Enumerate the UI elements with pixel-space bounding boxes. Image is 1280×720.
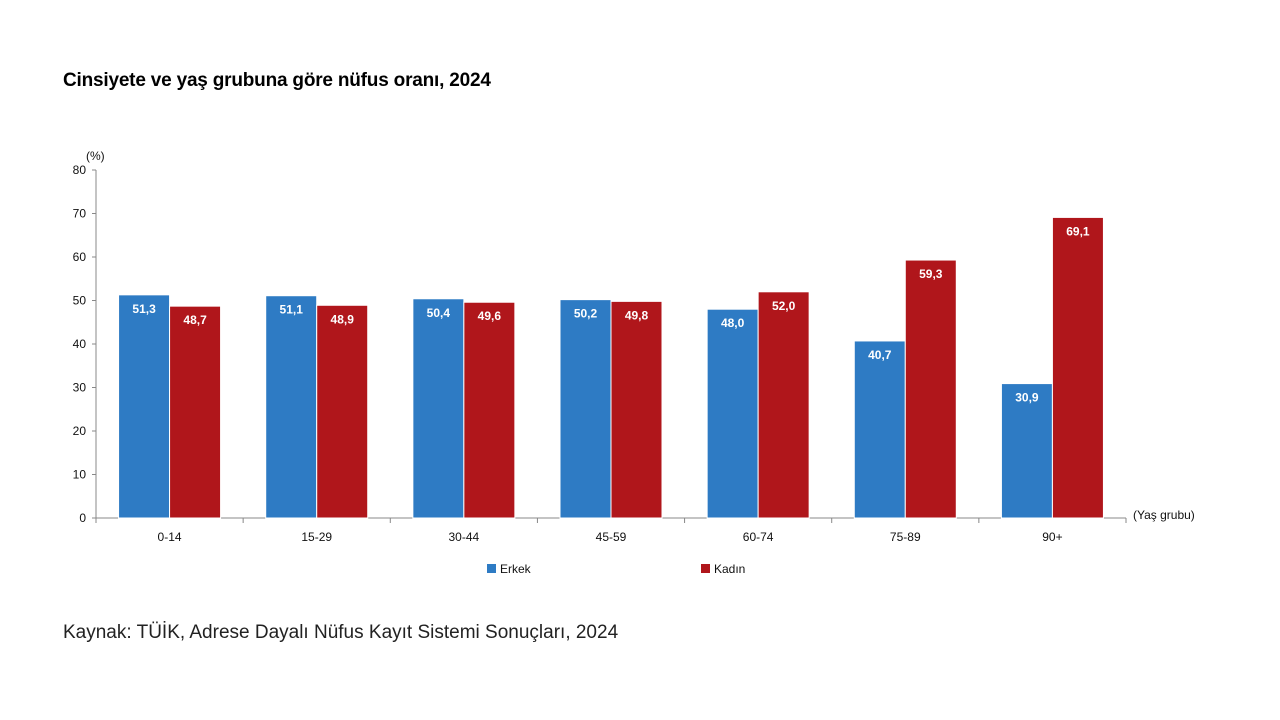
x-tick-label: 0-14	[158, 530, 182, 544]
x-tick-label: 90+	[1042, 530, 1062, 544]
bar-value-label: 48,0	[721, 316, 745, 330]
bar-value-label: 59,3	[919, 267, 943, 281]
bar-erkek	[265, 295, 318, 519]
bar-kadın	[316, 304, 369, 519]
bar-value-label: 51,3	[132, 302, 156, 316]
y-axis-unit-label: (%)	[86, 149, 105, 163]
y-tick-label: 20	[73, 424, 87, 438]
legend-label-kadın: Kadın	[714, 562, 745, 576]
bars-group: 51,3 51,1 50,4 50,2 48,0 40,7 30,9 48,7 48,9 49,6…	[118, 216, 1104, 519]
x-tick-label: 45-59	[596, 530, 627, 544]
bar-kadın	[904, 259, 957, 519]
bar-value-label: 51,1	[280, 303, 304, 317]
bar-erkek	[559, 299, 612, 519]
bar-value-label: 30,9	[1015, 391, 1039, 405]
bar-value-label: 69,1	[1066, 224, 1090, 238]
y-tick-label: 10	[73, 468, 87, 482]
x-tick-label: 30-44	[449, 530, 480, 544]
bar-value-label: 48,9	[331, 312, 355, 326]
legend: Erkek Kadın	[487, 562, 745, 576]
y-tick-label: 80	[73, 163, 87, 177]
bar-kadın	[1051, 216, 1104, 519]
bar-kadın	[757, 291, 810, 519]
x-tick-label: 75-89	[890, 530, 921, 544]
bar-erkek	[706, 308, 759, 519]
legend-swatch-kadın	[701, 564, 710, 573]
source-note: Kaynak: TÜİK, Adrese Dayalı Nüfus Kayıt …	[63, 622, 619, 643]
bar-value-label: 50,4	[427, 306, 451, 320]
bar-kadın	[610, 300, 663, 519]
y-tick-label: 50	[73, 294, 87, 308]
bar-erkek	[853, 340, 906, 519]
x-axis-unit-label: (Yaş grubu)	[1133, 508, 1195, 522]
y-tick-label: 30	[73, 381, 87, 395]
bar-kadın	[169, 305, 222, 519]
x-tick-label: 60-74	[743, 530, 774, 544]
bar-erkek	[118, 294, 171, 519]
legend-swatch-erkek	[487, 564, 496, 573]
y-tick-label: 60	[73, 250, 87, 264]
y-axis: 0 10 20 30 40 50 60 70 80(%)	[73, 149, 105, 525]
bar-value-label: 48,7	[183, 313, 207, 327]
bar-value-label: 49,8	[625, 308, 649, 322]
y-tick-label: 0	[79, 511, 86, 525]
x-tick-label: 15-29	[301, 530, 332, 544]
bar-erkek	[412, 298, 465, 519]
y-tick-label: 40	[73, 337, 87, 351]
bar-value-label: 40,7	[868, 348, 892, 362]
bar-value-label: 49,6	[478, 309, 502, 323]
bar-kadın	[463, 301, 516, 519]
bar-erkek	[1000, 383, 1053, 519]
y-tick-label: 70	[73, 207, 87, 221]
bar-value-label: 52,0	[772, 299, 796, 313]
chart-title: Cinsiyete ve yaş grubuna göre nüfus oran…	[63, 70, 491, 91]
bar-value-label: 50,2	[574, 307, 598, 321]
legend-label-erkek: Erkek	[500, 562, 532, 576]
